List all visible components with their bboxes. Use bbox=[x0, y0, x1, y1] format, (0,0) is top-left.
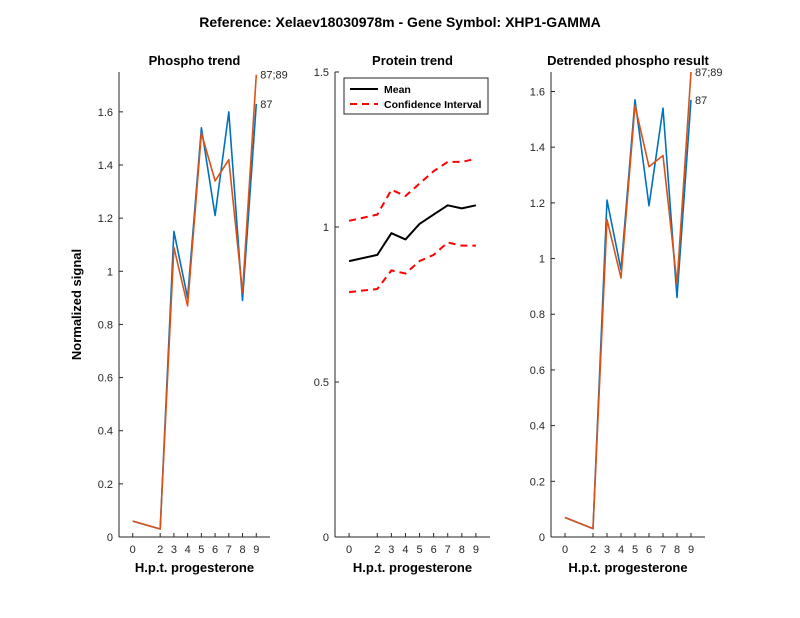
legend-box bbox=[343, 77, 489, 115]
detrended-phospho-y-tick-label: 0.8 bbox=[530, 309, 545, 321]
protein-trend-x-tick-label: 6 bbox=[431, 544, 437, 556]
protein-trend-y-tick-label: 0 bbox=[323, 532, 329, 544]
detrended-phospho-axes: Detrended phospho result H.p.t. progester… bbox=[530, 53, 723, 575]
phospho-trend-series-line bbox=[132, 74, 258, 530]
phospho-trend-y-tick-label: 0 bbox=[107, 532, 113, 544]
protein-trend-x-tick-label: 3 bbox=[388, 544, 394, 556]
protein-trend-y-tick-label: 0.5 bbox=[314, 377, 329, 389]
detrended-phospho-x-tick-label: 3 bbox=[604, 544, 610, 556]
phospho-trend-y-tick-label: 0.4 bbox=[98, 426, 113, 438]
phospho-trend-x-tick-label: 5 bbox=[198, 544, 204, 556]
detrended-phospho-series-line bbox=[564, 99, 692, 530]
phospho-trend-y-tick-label: 1.6 bbox=[98, 107, 113, 119]
phospho-trend-x-tick-label: 8 bbox=[239, 544, 245, 556]
detrended-phospho-title: Detrended phospho result bbox=[547, 53, 709, 68]
phospho-trend-series-line bbox=[132, 103, 258, 530]
detrended-phospho-y-tick-label: 0.2 bbox=[530, 476, 545, 488]
detrended-phospho-x-tick-label: 7 bbox=[660, 544, 666, 556]
phospho-trend-y-tick-label: 0.8 bbox=[98, 319, 113, 331]
protein-trend-x-tick-label: 9 bbox=[473, 544, 479, 556]
detrended-phospho-y-tick-label: 0.4 bbox=[530, 421, 545, 433]
phospho-trend-x-tick-label: 2 bbox=[157, 544, 163, 556]
detrended-phospho-x-tick-label: 6 bbox=[646, 544, 652, 556]
phospho-trend-x-tick-label: 6 bbox=[212, 544, 218, 556]
protein-trend-x-tick-label: 0 bbox=[346, 544, 352, 556]
protein-trend-y-tick-label: 1.5 bbox=[314, 67, 329, 79]
phospho-trend-xlabel: H.p.t. progesterone bbox=[135, 560, 254, 575]
protein-trend-x-tick-label: 7 bbox=[445, 544, 451, 556]
protein-trend-xlabel: H.p.t. progesterone bbox=[353, 560, 472, 575]
detrended-phospho-y-tick-label: 1.4 bbox=[530, 142, 545, 154]
protein-trend-y-tick-label: 1 bbox=[323, 222, 329, 234]
phospho-trend-y-tick-label: 1 bbox=[107, 266, 113, 278]
detrended-phospho-x-tick-label: 9 bbox=[688, 544, 694, 556]
legend-label: Confidence Interval bbox=[384, 99, 482, 111]
phospho-trend-title: Phospho trend bbox=[149, 53, 241, 68]
detrended-phospho-y-tick-label: 0.6 bbox=[530, 365, 545, 377]
protein-trend-legend: Mean Confidence Interval bbox=[343, 77, 489, 115]
detrended-phospho-series-end-label: 87 bbox=[695, 95, 707, 107]
protein-trend-x-tick-label: 8 bbox=[459, 544, 465, 556]
detrended-phospho-x-tick-label: 8 bbox=[674, 544, 680, 556]
detrended-phospho-x-tick-label: 4 bbox=[618, 544, 624, 556]
detrended-phospho-series-end-label: 87;89 bbox=[695, 67, 723, 79]
detrended-phospho-xlabel: H.p.t. progesterone bbox=[568, 560, 687, 575]
protein-trend-x-tick-label: 5 bbox=[416, 544, 422, 556]
detrended-phospho-y-tick-label: 1.6 bbox=[530, 86, 545, 98]
detrended-phospho-x-tick-label: 0 bbox=[562, 544, 568, 556]
protein-trend-x-tick-label: 2 bbox=[374, 544, 380, 556]
detrended-phospho-series-line bbox=[564, 71, 692, 530]
legend-label: Mean bbox=[384, 84, 411, 96]
figure-suptitle: Reference: Xelaev18030978m - Gene Symbol… bbox=[199, 14, 601, 30]
phospho-trend-y-tick-label: 1.4 bbox=[98, 160, 113, 172]
phospho-trend-y-tick-label: 0.2 bbox=[98, 479, 113, 491]
protein-trend-series-line bbox=[348, 157, 477, 222]
phospho-trend-x-tick-label: 9 bbox=[253, 544, 259, 556]
phospho-trend-x-tick-label: 3 bbox=[171, 544, 177, 556]
phospho-trend-series-end-label: 87 bbox=[260, 99, 272, 111]
phospho-trend-x-tick-label: 4 bbox=[185, 544, 191, 556]
detrended-phospho-y-tick-label: 0 bbox=[539, 532, 545, 544]
protein-trend-series-line bbox=[348, 204, 477, 263]
protein-trend-x-tick-label: 4 bbox=[402, 544, 408, 556]
phospho-trend-axes: Phospho trend H.p.t. progesterone Normaliz… bbox=[69, 53, 288, 575]
phospho-trend-x-tick-label: 0 bbox=[130, 544, 136, 556]
phospho-trend-x-tick-label: 7 bbox=[226, 544, 232, 556]
detrended-phospho-y-tick-label: 1.2 bbox=[530, 198, 545, 210]
phospho-trend-series-end-label: 87;89 bbox=[260, 70, 288, 82]
detrended-phospho-y-tick-label: 1 bbox=[539, 254, 545, 266]
protein-trend-title: Protein trend bbox=[372, 53, 453, 68]
detrended-phospho-x-tick-label: 5 bbox=[632, 544, 638, 556]
phospho-trend-ylabel: Normalized signal bbox=[69, 249, 84, 360]
protein-trend-series-line bbox=[348, 241, 476, 294]
detrended-phospho-x-tick-label: 2 bbox=[590, 544, 596, 556]
phospho-trend-y-tick-label: 0.6 bbox=[98, 373, 113, 385]
phospho-trend-y-tick-label: 1.2 bbox=[98, 213, 113, 225]
